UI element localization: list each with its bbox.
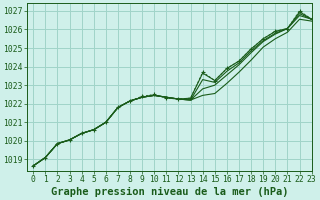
X-axis label: Graphe pression niveau de la mer (hPa): Graphe pression niveau de la mer (hPa)	[51, 186, 288, 197]
